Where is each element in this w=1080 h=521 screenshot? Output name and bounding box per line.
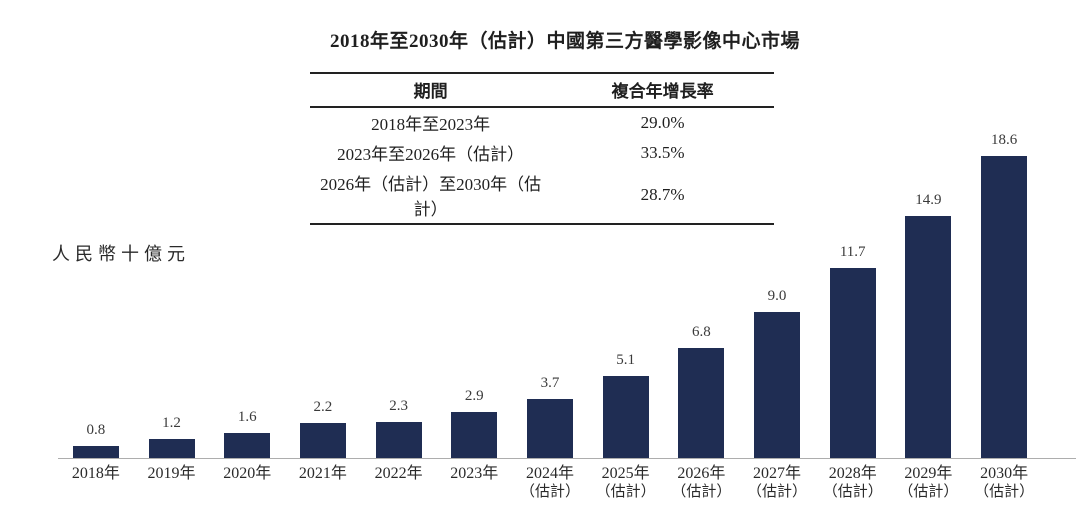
bar-column-2027e: 9.0 xyxy=(739,288,815,459)
bar-2019 xyxy=(148,439,195,459)
x-label-2028e: 2028年 （估計） xyxy=(822,465,883,500)
bar-column-2020: 1.6 xyxy=(209,409,285,459)
bar-value-label: 3.7 xyxy=(540,375,560,391)
bar-column-2025e: 5.1 xyxy=(588,352,664,459)
bar-value-label: 5.1 xyxy=(616,352,636,368)
bar-2029e xyxy=(905,216,952,459)
bar-value-label: 2.3 xyxy=(389,398,408,414)
x-label-2018: 2018年 xyxy=(71,465,120,482)
y-axis-unit-label: 人民幣十億元 xyxy=(52,244,190,264)
table-row: 2018年至2023年 29.0% xyxy=(310,107,774,138)
x-label-2023: 2023年 xyxy=(450,465,499,482)
bar-column-2018: 0.8 xyxy=(58,422,134,459)
bar-value-label: 14.9 xyxy=(915,192,942,208)
bar-column-2021: 2.2 xyxy=(285,399,361,459)
bar-2027e xyxy=(754,312,801,459)
bar-2022 xyxy=(375,422,422,459)
bar-column-2022: 2.3 xyxy=(361,398,437,459)
bar-value-label: 6.8 xyxy=(691,324,711,340)
bar-value-label: 1.2 xyxy=(162,415,181,431)
bar-value-label: 2.9 xyxy=(464,388,484,404)
cagr-table: 期間 複合年增長率 2018年至2023年 29.0% 2023年至2026年（… xyxy=(310,72,774,225)
x-label-2026e: 2026年 （估計） xyxy=(671,465,732,500)
x-label-2025e: 2025年 （估計） xyxy=(595,465,656,500)
cagr-rate-cell: 28.7% xyxy=(551,168,774,225)
bar-2025e xyxy=(602,376,649,459)
bar-2023 xyxy=(451,412,498,459)
bar-chart-plot-area: 0.8 1.2 1.6 2.2 2.3 2.9 3.7 5.1 6.8 9.0 … xyxy=(58,119,1042,459)
cagr-period-cell: 2026年（估計）至2030年（估計） xyxy=(310,168,552,225)
bar-2030e xyxy=(981,156,1028,459)
bar-column-2026e: 6.8 xyxy=(664,324,740,459)
bar-value-label: 18.6 xyxy=(990,132,1018,148)
cagr-header-rate: 複合年增長率 xyxy=(551,72,774,108)
bar-column-2028e: 11.7 xyxy=(815,244,891,459)
bar-column-2023: 2.9 xyxy=(436,388,512,459)
cagr-table-header-row: 期間 複合年增長率 xyxy=(310,72,774,108)
bar-2024e xyxy=(526,399,573,459)
table-row: 2026年（估計）至2030年（估計） 28.7% xyxy=(310,168,774,225)
bar-column-2029e: 14.9 xyxy=(891,192,967,459)
x-label-2019: 2019年 xyxy=(147,465,196,482)
x-label-2027e: 2027年 （估計） xyxy=(747,465,808,500)
x-label-2020: 2020年 xyxy=(223,465,272,482)
x-axis-labels: 2018年 2019年 2020年 2021年 2022年 2023年 2024… xyxy=(58,464,1042,502)
cagr-rate-cell: 29.0% xyxy=(640,112,685,132)
bar-2026e xyxy=(678,348,725,459)
bar-2018 xyxy=(72,446,119,459)
cagr-period-cell: 2018年至2023年 xyxy=(371,115,491,134)
bar-2021 xyxy=(299,423,346,459)
x-label-2021: 2021年 xyxy=(298,465,347,482)
table-row: 2023年至2026年（估計） 33.5% xyxy=(310,138,774,168)
bar-value-label: 9.0 xyxy=(767,288,787,304)
bar-2028e xyxy=(829,268,876,459)
bar-2020 xyxy=(224,433,271,459)
cagr-period-cell: 2023年至2026年（估計） xyxy=(337,145,525,164)
bar-column-2030e: 18.6 xyxy=(966,132,1042,459)
x-label-2030e: 2030年 （估計） xyxy=(974,465,1035,500)
chart-title: 2018年至2030年（估計）中國第三方醫學影像中心市場 xyxy=(329,31,800,52)
bar-value-label: 2.2 xyxy=(313,399,333,415)
bar-value-label: 1.6 xyxy=(237,409,257,425)
cagr-rate-cell: 33.5% xyxy=(640,142,685,162)
bar-value-label: 0.8 xyxy=(86,422,106,438)
x-label-2024e: 2024年 （估計） xyxy=(519,465,580,500)
bar-column-2024e: 3.7 xyxy=(512,375,588,459)
bar-column-2019: 1.2 xyxy=(134,415,210,459)
x-axis-line xyxy=(58,458,1076,459)
x-label-2022: 2022年 xyxy=(374,465,423,482)
cagr-header-period: 期間 xyxy=(310,72,552,108)
x-label-2029e: 2029年 （估計） xyxy=(898,465,959,500)
bar-value-label: 11.7 xyxy=(839,244,866,260)
